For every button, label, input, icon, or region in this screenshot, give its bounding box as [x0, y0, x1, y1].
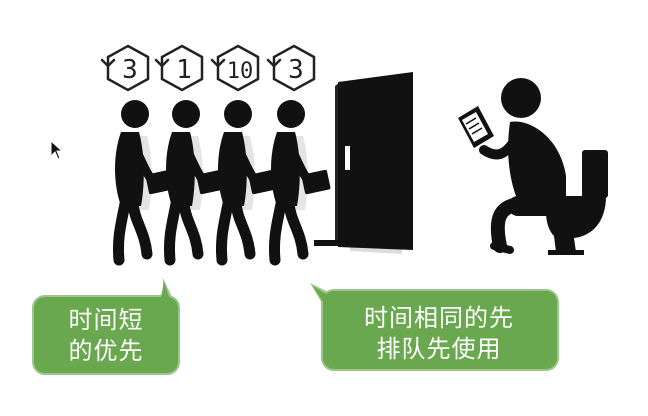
queue-person-3 [218, 100, 278, 260]
toilet-icon [546, 150, 608, 255]
badge-number-4: 3 [288, 55, 304, 85]
bubble-right-text: 时间相同的先 排队先使用 [330, 303, 548, 365]
bubble-right [310, 283, 559, 371]
mouse-pointer-icon [50, 140, 64, 160]
bubble-left [32, 278, 180, 375]
person-reading-icon [458, 78, 570, 254]
countdown-badge-2: 1 [154, 44, 204, 92]
bubble-left-text: 时间短 的优先 [40, 305, 172, 367]
open-door-icon [314, 72, 413, 254]
countdown-badge-1: 3 [100, 44, 150, 92]
countdown-badge-3: 10 [210, 44, 260, 92]
countdown-badge-4: 3 [266, 44, 316, 92]
bubble-right-line-1: 时间相同的先 [364, 304, 514, 332]
bubble-left-line-2: 的优先 [68, 337, 144, 365]
badge-number-1: 3 [122, 55, 138, 85]
queue-person-4 [271, 100, 331, 260]
badge-number-3: 10 [227, 59, 254, 84]
badge-number-2: 1 [176, 55, 192, 85]
bubble-left-line-1: 时间短 [68, 306, 144, 334]
bubble-right-line-2: 排队先使用 [376, 335, 502, 363]
